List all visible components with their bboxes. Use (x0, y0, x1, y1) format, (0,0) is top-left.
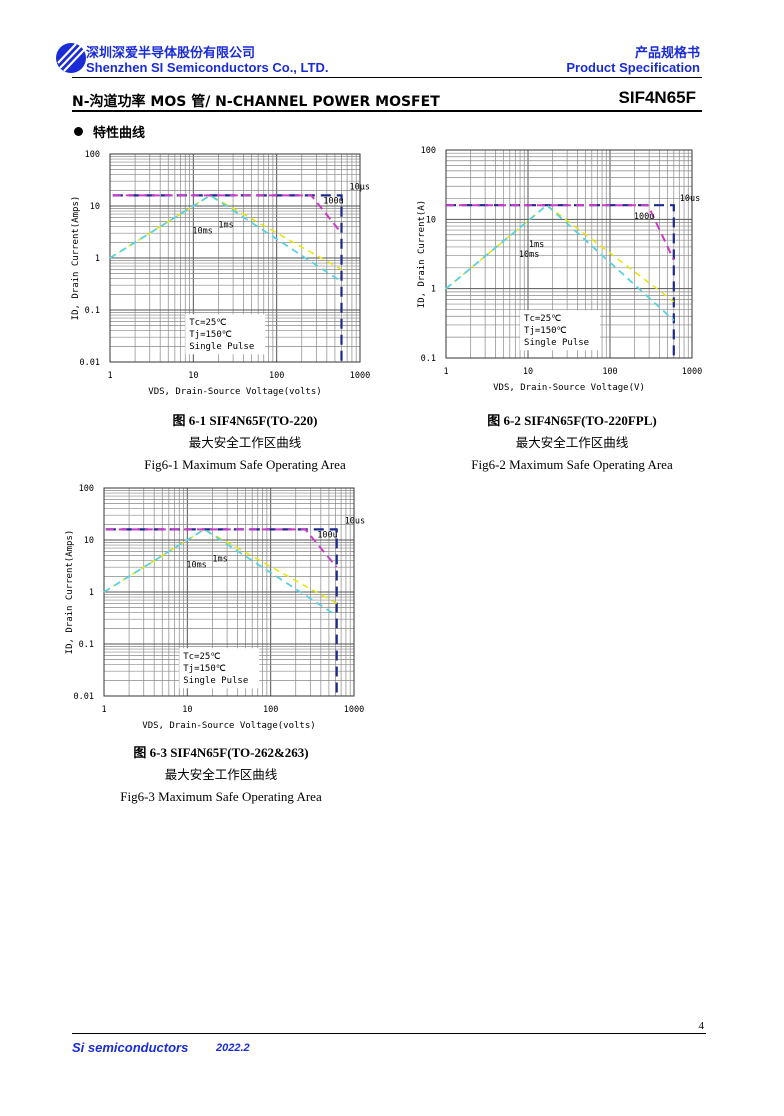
chart-3-x-tick-0: 1 (101, 705, 106, 715)
chart-2-y-axis-label: ID, Drain Current(A) (417, 200, 427, 308)
header-divider (72, 77, 702, 78)
chart-2-series-0 (446, 204, 675, 358)
chart-3-series-3 (103, 528, 338, 617)
chart-2-x-tick-1: 10 (523, 367, 533, 377)
chart-1-x-tick-3: 1000 (350, 371, 370, 381)
chart-2-condition-1: Tj=150℃ (524, 326, 567, 336)
chart-2-caption-en: Fig6-2 Maximum Safe Operating Area (471, 457, 673, 472)
footer-divider (72, 1033, 706, 1034)
footer-date: 2022.2 (216, 1042, 250, 1054)
chart-3-y-tick-3: 0.1 (79, 640, 94, 650)
chart-2-caption-cn: 最大安全工作区曲线 (515, 435, 629, 450)
page-number: 4 (698, 1020, 705, 1032)
chart-2-y-tick-3: 0.1 (421, 354, 436, 364)
chart-1-y-tick-1: 10 (90, 202, 100, 212)
soa-chart-3: Tc=25℃ Tj=150℃ Single Pulse 10us 100u 1ms 10ms… (65, 484, 365, 731)
chart-3-y-tick-2: 1 (89, 588, 94, 598)
soa-chart-1: Tc=25℃ Tj=150℃ Single Pulse 10μs 100u 1ms 10ms… (71, 150, 370, 397)
company-name-en: Shenzhen SI Semiconductors Co., LTD. (86, 60, 329, 75)
chart-3-x-tick-2: 100 (263, 705, 278, 715)
footer-brand: Si semiconductors (72, 1040, 189, 1055)
chart-3-condition-1: Tj=150℃ (183, 664, 226, 674)
chart-2-y-tick-2: 1 (431, 285, 436, 295)
chart-1-condition-1: Tj=150℃ (189, 330, 232, 340)
chart-1-conditions-box (185, 314, 266, 355)
chart-3-x-axis-label: VDS, Drain-Source Voltage(volts) (142, 721, 315, 731)
chart-1-x-tick-1: 10 (188, 371, 198, 381)
chart-1-caption-en: Fig6-1 Maximum Safe Operating Area (144, 457, 346, 472)
chart-3-condition-2: Single Pulse (183, 676, 248, 686)
chart-1-series-label-3: 10ms (192, 226, 212, 236)
chart-3-caption: 图 6-3 SIF4N65F(TO-262&263) 最大安全工作区曲线 Fig… (76, 742, 366, 808)
chart-2-x-tick-2: 100 (602, 367, 617, 377)
company-name-cn: 深圳深爱半导体股份有限公司 (86, 46, 256, 61)
chart-2-conditions-box (520, 310, 601, 351)
part-number: SIF4N65F (618, 88, 696, 107)
chart-1-condition-2: Single Pulse (189, 342, 254, 352)
chart-3-series-label-0: 10us (345, 516, 365, 526)
chart-2-y-tick-0: 100 (421, 146, 436, 156)
chart-1-series-0 (112, 194, 343, 362)
chart-3-x-tick-1: 10 (182, 705, 192, 715)
spec-label-en: Product Specification (566, 60, 700, 75)
chart-3-conditions-box (179, 648, 260, 689)
chart-1-series-label-0: 10μs (350, 182, 370, 192)
chart-1-series-1 (112, 194, 343, 234)
chart-2-series-label-2: 1ms (529, 240, 544, 250)
chart-2-y-tick-1: 10 (426, 215, 436, 225)
chart-3-series-1 (105, 528, 338, 568)
chart-1-y-axis-label: ID, Drain Current(Amps) (71, 196, 81, 321)
chart-2-series-3 (445, 204, 675, 321)
title-divider (72, 110, 702, 112)
chart-3-series-label-2: 1ms (212, 554, 227, 564)
chart-2-series-label-3: 10ms (519, 250, 539, 260)
chart-3-grid (104, 488, 354, 696)
chart-1-x-axis-label: VDS, Drain-Source Voltage(volts) (148, 387, 321, 397)
chart-1-x-tick-2: 100 (269, 371, 284, 381)
chart-2-axes-frame (445, 149, 693, 359)
chart-1-condition-0: Tc=25℃ (189, 318, 226, 328)
chart-3-caption-cn: 最大安全工作区曲线 (164, 767, 278, 782)
chart-1-caption-title: 图 6-1 SIF4N65F(TO-220) (172, 413, 318, 428)
chart-1-caption-cn: 最大安全工作区曲线 (188, 435, 302, 450)
chart-1-y-tick-4: 0.01 (80, 358, 100, 368)
bullet-icon (74, 127, 83, 136)
section-heading: 特性曲线 (74, 122, 145, 141)
spec-label-cn: 产品规格书 (634, 46, 700, 61)
chart-3-caption-title: 图 6-3 SIF4N65F(TO-262&263) (133, 745, 309, 760)
company-logo-icon (56, 43, 86, 73)
chart-2-x-tick-0: 1 (443, 367, 448, 377)
chart-1-y-tick-3: 0.1 (85, 306, 100, 316)
chart-2-caption: 图 6-2 SIF4N65F(TO-220FPL) 最大安全工作区曲线 Fig6… (430, 410, 714, 476)
chart-3-y-tick-1: 10 (84, 536, 94, 546)
chart-2-x-tick-3: 1000 (682, 367, 702, 377)
chart-2-condition-0: Tc=25℃ (524, 314, 561, 324)
section-heading-text: 特性曲线 (93, 126, 146, 141)
chart-3-condition-0: Tc=25℃ (183, 652, 220, 662)
chart-2-condition-2: Single Pulse (524, 338, 589, 348)
chart-1-series-3 (109, 194, 342, 283)
chart-3-x-tick-3: 1000 (344, 705, 364, 715)
chart-2-series-label-0: 10us (680, 194, 700, 204)
chart-3-y-tick-4: 0.01 (74, 692, 94, 702)
chart-3-series-0 (105, 528, 338, 696)
chart-3-y-tick-0: 100 (79, 484, 94, 494)
chart-2-series-label-1: 100u (634, 212, 654, 222)
chart-1-series-label-1: 100u (323, 196, 343, 206)
chart-3-series-label-3: 10ms (186, 560, 206, 570)
chart-2-series-1 (446, 204, 675, 261)
chart-1-x-tick-0: 1 (107, 371, 112, 381)
document-title: N-沟道功率 MOS 管/ N-CHANNEL POWER MOSFET (72, 94, 440, 110)
chart-3-series-label-1: 100u (317, 530, 337, 540)
chart-3-caption-en: Fig6-3 Maximum Safe Operating Area (120, 789, 322, 804)
chart-2-x-axis-label: VDS, Drain-Source Voltage(V) (493, 383, 645, 393)
chart-3-y-axis-label: ID, Drain Current(Amps) (65, 530, 75, 655)
chart-1-y-tick-2: 1 (95, 254, 100, 264)
chart-1-caption: 图 6-1 SIF4N65F(TO-220) 最大安全工作区曲线 Fig6-1 … (100, 410, 390, 476)
chart-1-y-tick-0: 100 (85, 150, 100, 160)
soa-chart-2: Tc=25℃ Tj=150℃ Single Pulse 10us 100u 1ms10ms… (417, 146, 702, 393)
chart-1-series-label-2: 1ms (218, 220, 233, 230)
chart-2-caption-title: 图 6-2 SIF4N65F(TO-220FPL) (487, 413, 657, 428)
